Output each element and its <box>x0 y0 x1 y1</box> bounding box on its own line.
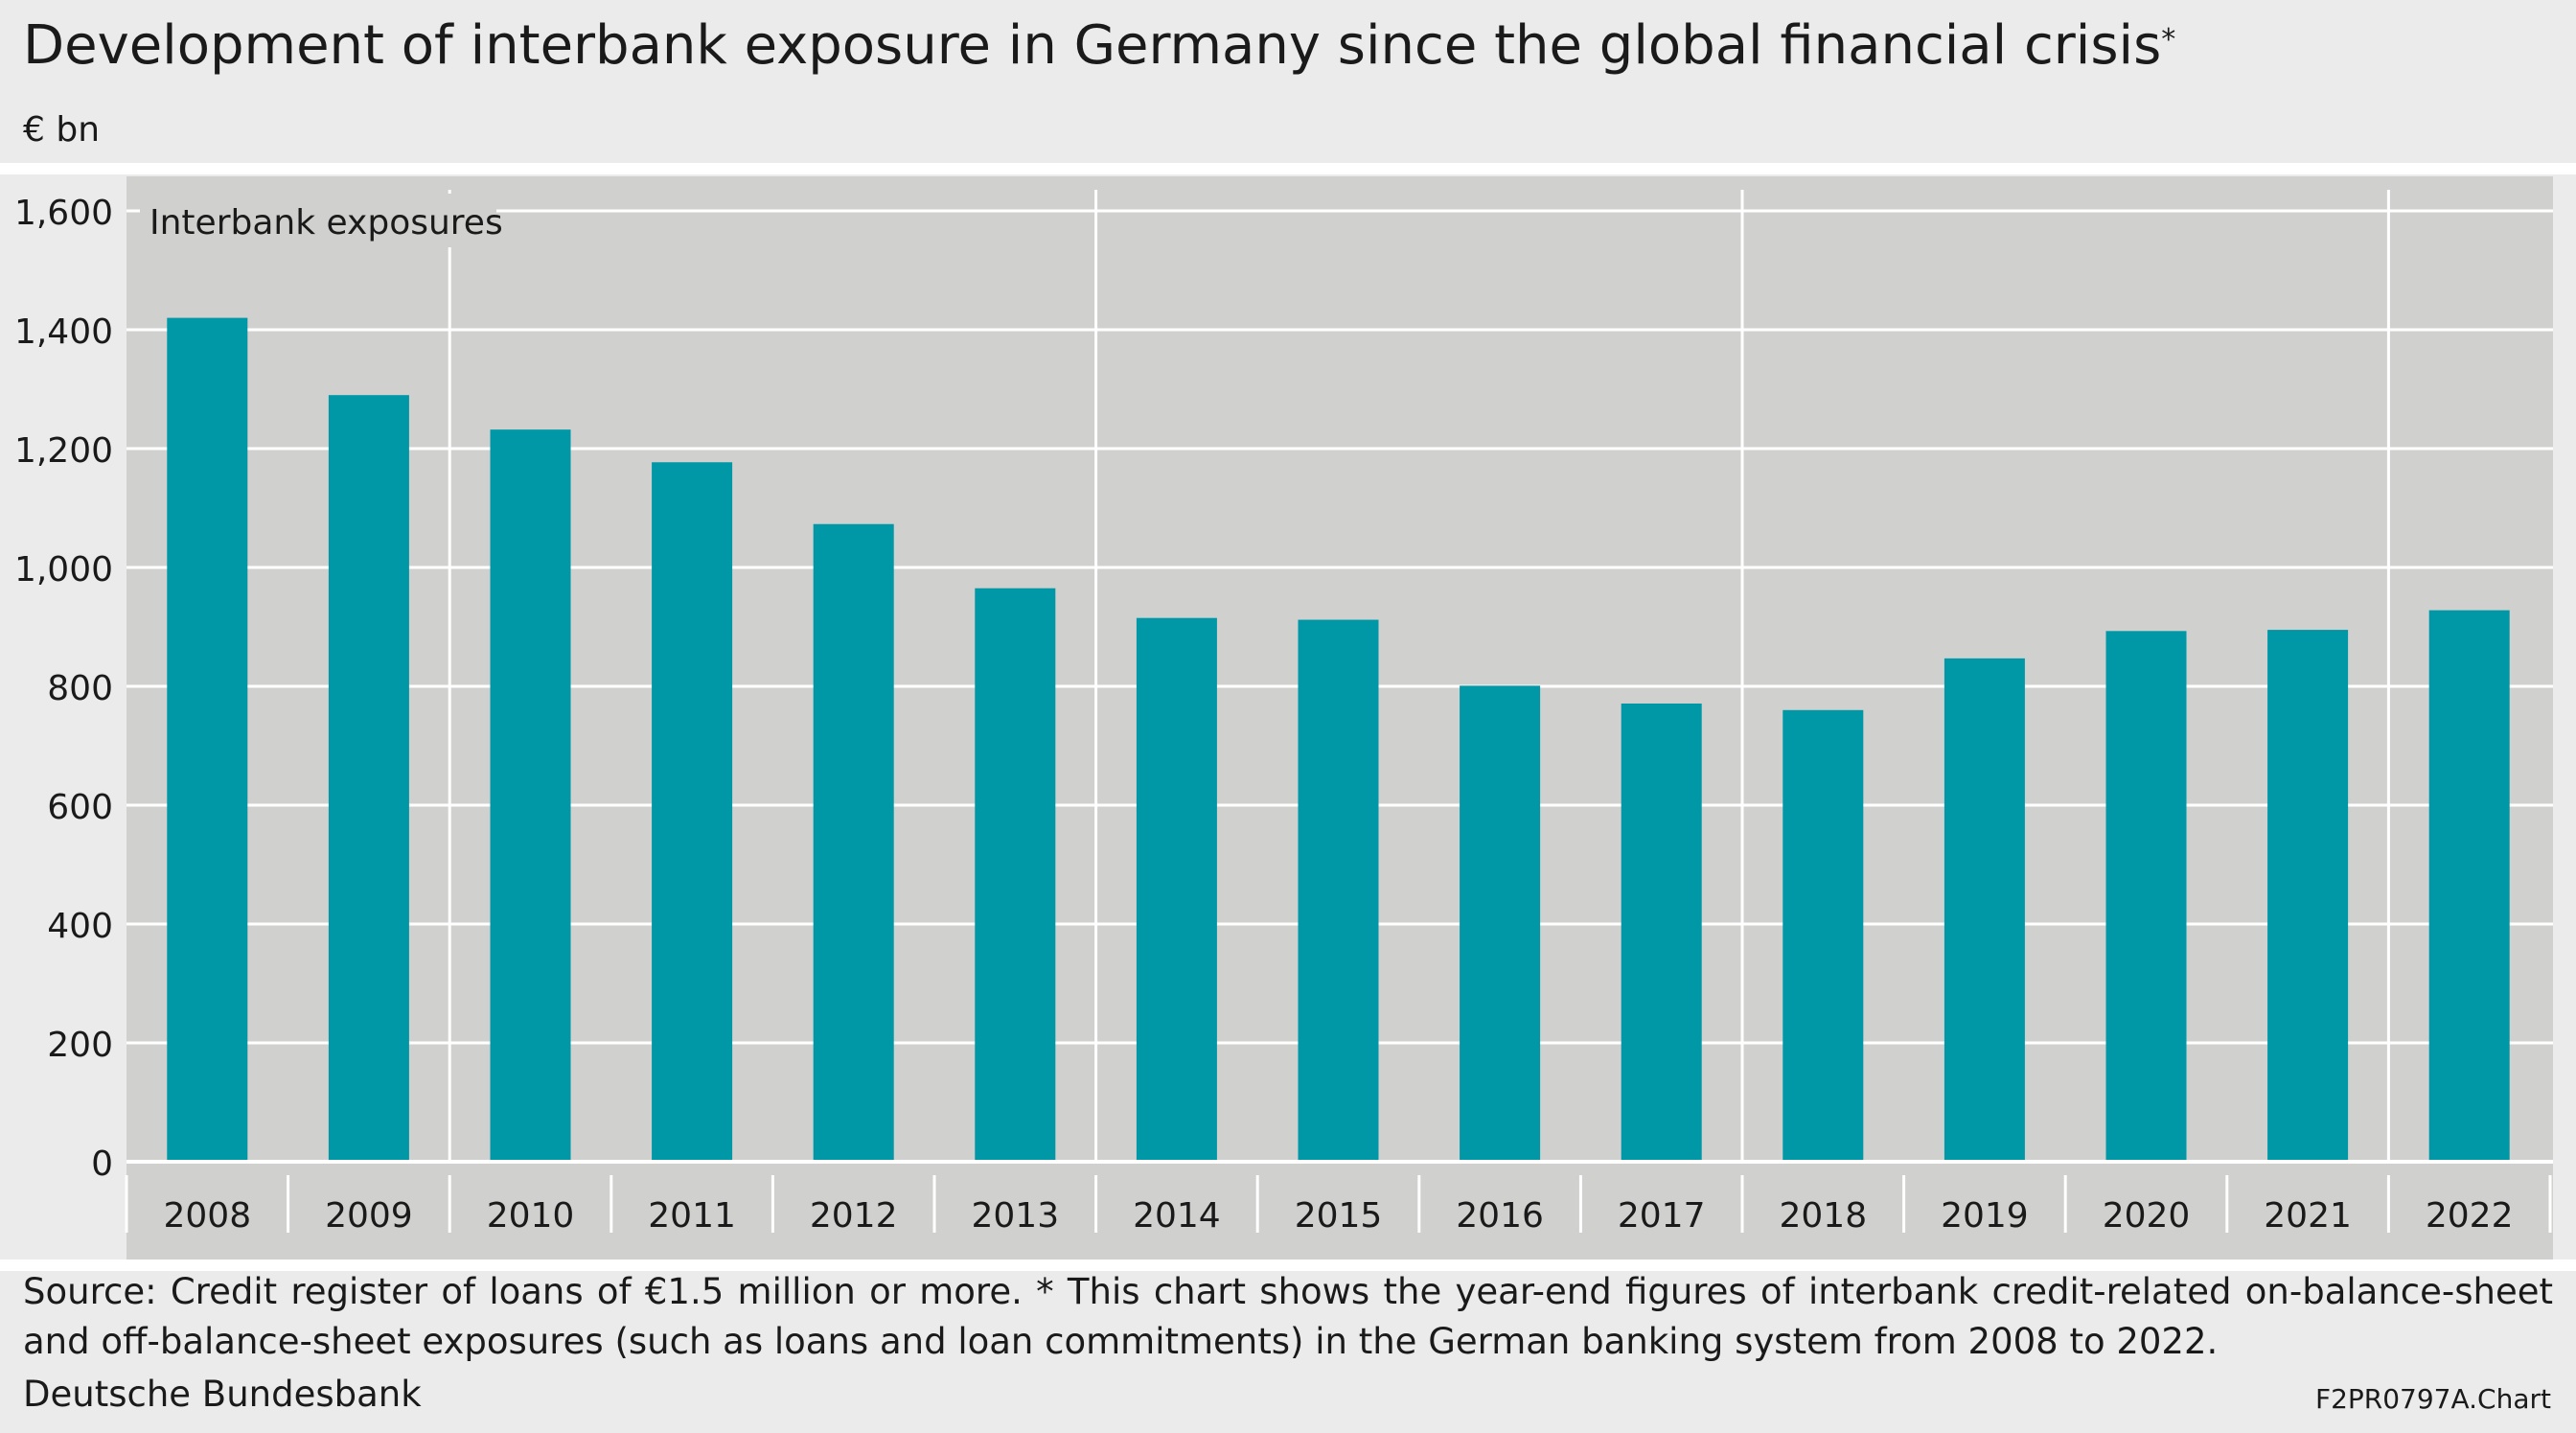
publisher-label: Deutsche Bundesbank <box>23 1374 422 1415</box>
y-tick-label: 800 <box>47 669 113 708</box>
bar-2019 <box>1944 658 2025 1162</box>
x-tick-label: 2016 <box>1456 1196 1544 1236</box>
unit-label: € bn <box>23 110 101 150</box>
bar-2012 <box>813 523 894 1162</box>
x-tick-label: 2014 <box>1133 1196 1221 1236</box>
bar-2017 <box>1621 703 1702 1162</box>
bar-chart: 0 200 400 600 800 1,000 1,200 1,400 1,600 2008 200… <box>14 176 2553 1260</box>
x-tick-label: 2020 <box>2103 1196 2191 1236</box>
x-tick-label: 2008 <box>163 1196 251 1236</box>
bottom-divider <box>0 1260 2576 1271</box>
chart-title: Development of interbank exposure in Ger… <box>23 12 2175 81</box>
y-tick-label: 1,200 <box>14 431 113 471</box>
bar-2009 <box>328 395 409 1162</box>
bar-2022 <box>2428 610 2510 1162</box>
bar-2013 <box>975 588 1056 1162</box>
x-tick-label: 2009 <box>325 1196 413 1236</box>
bar-2020 <box>2105 631 2187 1162</box>
x-tick-label: 2012 <box>810 1196 898 1236</box>
x-tick-label: 2022 <box>2426 1196 2514 1236</box>
chart-title-text: Development of interbank exposure in Ger… <box>23 14 2162 77</box>
y-tick-label: 1,000 <box>14 550 113 589</box>
x-tick-label: 2015 <box>1295 1196 1383 1236</box>
y-tick-label: 1,600 <box>14 194 113 233</box>
y-tick-label: 0 <box>91 1144 113 1184</box>
bar-2010 <box>490 429 571 1162</box>
series-label-backdrop <box>140 194 496 247</box>
x-tick-label: 2011 <box>648 1196 736 1236</box>
chart-code: F2PR0797A.Chart <box>2314 1383 2551 1415</box>
bar-2015 <box>1298 619 1379 1162</box>
bar-2016 <box>1460 685 1541 1162</box>
series-label: Interbank exposures <box>150 203 503 243</box>
footnote-marker: * <box>2161 23 2176 57</box>
bar-2018 <box>1782 709 1864 1162</box>
x-tick-label: 2021 <box>2264 1196 2352 1236</box>
bar-2014 <box>1136 617 1217 1162</box>
top-divider <box>0 163 2576 174</box>
source-note: Source: Credit register of loans of €1.5… <box>23 1271 2553 1362</box>
bar-2021 <box>2267 630 2349 1162</box>
y-tick-label: 600 <box>47 788 113 827</box>
x-tick-label: 2013 <box>971 1196 1059 1236</box>
x-tick-label: 2017 <box>1618 1196 1706 1236</box>
bar-2008 <box>167 317 248 1163</box>
x-tick-label: 2019 <box>1941 1196 2029 1236</box>
y-tick-label: 1,400 <box>14 312 113 352</box>
bar-2011 <box>652 462 733 1162</box>
y-tick-label: 400 <box>47 907 113 946</box>
x-tick-label: 2010 <box>487 1196 575 1236</box>
x-tick-label: 2018 <box>1779 1196 1867 1236</box>
y-tick-label: 200 <box>47 1026 113 1065</box>
